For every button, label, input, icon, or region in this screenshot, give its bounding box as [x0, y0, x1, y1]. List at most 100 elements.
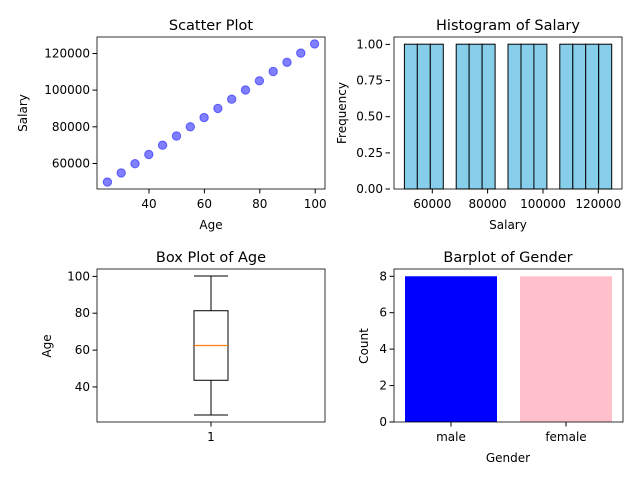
- scatter-point: [227, 94, 237, 104]
- boxplot-ylabel: Age: [40, 334, 54, 357]
- boxplot-y-tick-label: 60: [75, 343, 90, 357]
- scatter-axes-frame: [96, 36, 326, 190]
- gender-y-tick-label: 4: [379, 342, 387, 356]
- scatter-x-tick-label: 40: [141, 197, 156, 211]
- gender-y-tick-label: 0: [379, 415, 387, 429]
- boxplot-y-tick: 100: [67, 269, 97, 283]
- gender-barplot-xlabel: Gender: [486, 451, 530, 465]
- histogram-bar: [468, 43, 483, 190]
- boxplot-x-tick: 1: [207, 422, 215, 444]
- histogram-y-ticks: 0.00 0.25 0.50 0.75 1.00: [356, 37, 390, 196]
- histogram-y-tick: 0.00: [356, 182, 390, 196]
- histogram-bar: [507, 43, 522, 190]
- gender-x-tick-label: female: [545, 430, 586, 444]
- scatter-point: [268, 66, 278, 77]
- boxplot-box: [193, 275, 229, 416]
- histogram-y-tick-label: 0.25: [356, 146, 383, 160]
- boxplot-title: Box Plot of Age: [156, 250, 266, 266]
- scatter-x-tick-label: 60: [197, 197, 212, 211]
- histogram-y-tick-label: 0.00: [356, 182, 383, 196]
- gender-barplot-ylabel: Count: [357, 328, 371, 364]
- gender-x-tick: male: [436, 422, 466, 444]
- gender-y-tick: 2: [379, 379, 394, 393]
- histogram-x-tick: 80000: [469, 189, 507, 211]
- scatter-point: [144, 149, 154, 160]
- scatter-point: [171, 131, 182, 141]
- scatter-point: [102, 177, 113, 187]
- scatter-y-tick: 60000: [52, 157, 97, 171]
- gender-bars: [405, 276, 612, 422]
- gender-axes-frame: [393, 268, 624, 423]
- scatter-x-tick: 40: [141, 189, 157, 211]
- boxplot-panel: Box Plot of Age Age 1 40 60 80 100: [40, 250, 326, 444]
- histogram-bar: [520, 43, 535, 190]
- scatter-y-tick-label: 80000: [52, 120, 90, 134]
- histogram-x-tick: 60000: [413, 189, 451, 211]
- histogram-y-tick: 0.75: [356, 74, 390, 88]
- scatter-panel: Scatter Plot Age Salary 40 60 80 100 600…: [16, 18, 327, 232]
- bar-female: [520, 276, 612, 422]
- histogram-x-tick: 100000: [520, 189, 566, 211]
- scatter-y-tick-label: 60000: [52, 157, 90, 171]
- histogram-bar: [481, 43, 496, 190]
- histogram-y-tick-label: 0.50: [356, 110, 383, 124]
- histogram-x-ticks: 60000 80000 100000 120000: [413, 189, 621, 211]
- scatter-x-tick: 100: [304, 189, 327, 211]
- boxplot-y-tick: 40: [75, 380, 97, 394]
- gender-barplot-panel: Barplot of Gender Gender Count male fema…: [357, 250, 624, 465]
- boxplot-y-tick: 60: [75, 343, 97, 357]
- gender-x-tick: female: [545, 422, 587, 444]
- gender-barplot-title: Barplot of Gender: [443, 250, 572, 266]
- histogram-x-tick-label: 120000: [575, 197, 621, 211]
- histogram-bar: [416, 43, 431, 190]
- gender-y-tick-label: 8: [379, 269, 387, 283]
- scatter-point: [240, 85, 251, 95]
- histogram-bar: [572, 43, 587, 190]
- histogram-panel: Histogram of Salary Salary Frequency 600…: [335, 18, 623, 232]
- scatter-x-tick-label: 80: [252, 197, 267, 211]
- histogram-bar: [403, 43, 418, 190]
- histogram-bar: [533, 43, 548, 190]
- scatter-y-tick: 80000: [52, 120, 97, 134]
- scatter-point: [296, 48, 306, 58]
- histogram-x-tick-label: 100000: [520, 197, 566, 211]
- scatter-x-tick: 60: [197, 189, 212, 211]
- scatter-points: [102, 39, 320, 187]
- gender-y-tick: 0: [379, 415, 394, 429]
- scatter-y-tick: 120000: [44, 47, 97, 61]
- boxplot-y-tick-label: 80: [75, 306, 90, 320]
- scatter-xlabel: Age: [199, 218, 222, 232]
- bar-male: [405, 276, 497, 422]
- histogram-bar: [455, 43, 470, 190]
- boxplot-y-ticks: 40 60 80 100: [67, 269, 97, 394]
- scatter-point: [199, 112, 209, 123]
- scatter-title: Scatter Plot: [169, 18, 254, 34]
- boxplot-x-tick-label: 1: [207, 430, 215, 444]
- histogram-y-tick-label: 1.00: [356, 37, 383, 51]
- gender-y-tick-label: 6: [379, 306, 387, 320]
- gender-y-ticks: 0 2 4 6 8: [379, 269, 394, 429]
- histogram-bars: [403, 43, 613, 190]
- scatter-point: [157, 140, 168, 150]
- gender-y-tick: 4: [379, 342, 394, 356]
- gender-y-tick: 6: [379, 306, 394, 320]
- histogram-axes-frame: [393, 36, 623, 190]
- histogram-x-tick-label: 80000: [469, 197, 507, 211]
- scatter-point: [130, 159, 140, 169]
- gender-y-tick-label: 2: [379, 379, 387, 393]
- histogram-bar: [429, 43, 444, 190]
- histogram-xlabel: Salary: [489, 218, 527, 232]
- histogram-y-tick: 0.50: [356, 110, 390, 124]
- scatter-point: [213, 103, 223, 114]
- histogram-x-tick-label: 60000: [413, 197, 451, 211]
- histogram-bar: [598, 43, 613, 190]
- histogram-y-tick: 0.25: [356, 146, 390, 160]
- scatter-y-ticks: 60000 80000 100000 120000: [44, 47, 97, 171]
- histogram-title: Histogram of Salary: [436, 18, 580, 34]
- boxplot-y-tick: 80: [75, 306, 97, 320]
- histogram-x-tick: 120000: [575, 189, 621, 211]
- gender-y-tick: 8: [379, 269, 394, 283]
- boxplot-y-tick-label: 100: [67, 269, 90, 283]
- scatter-point: [116, 168, 126, 178]
